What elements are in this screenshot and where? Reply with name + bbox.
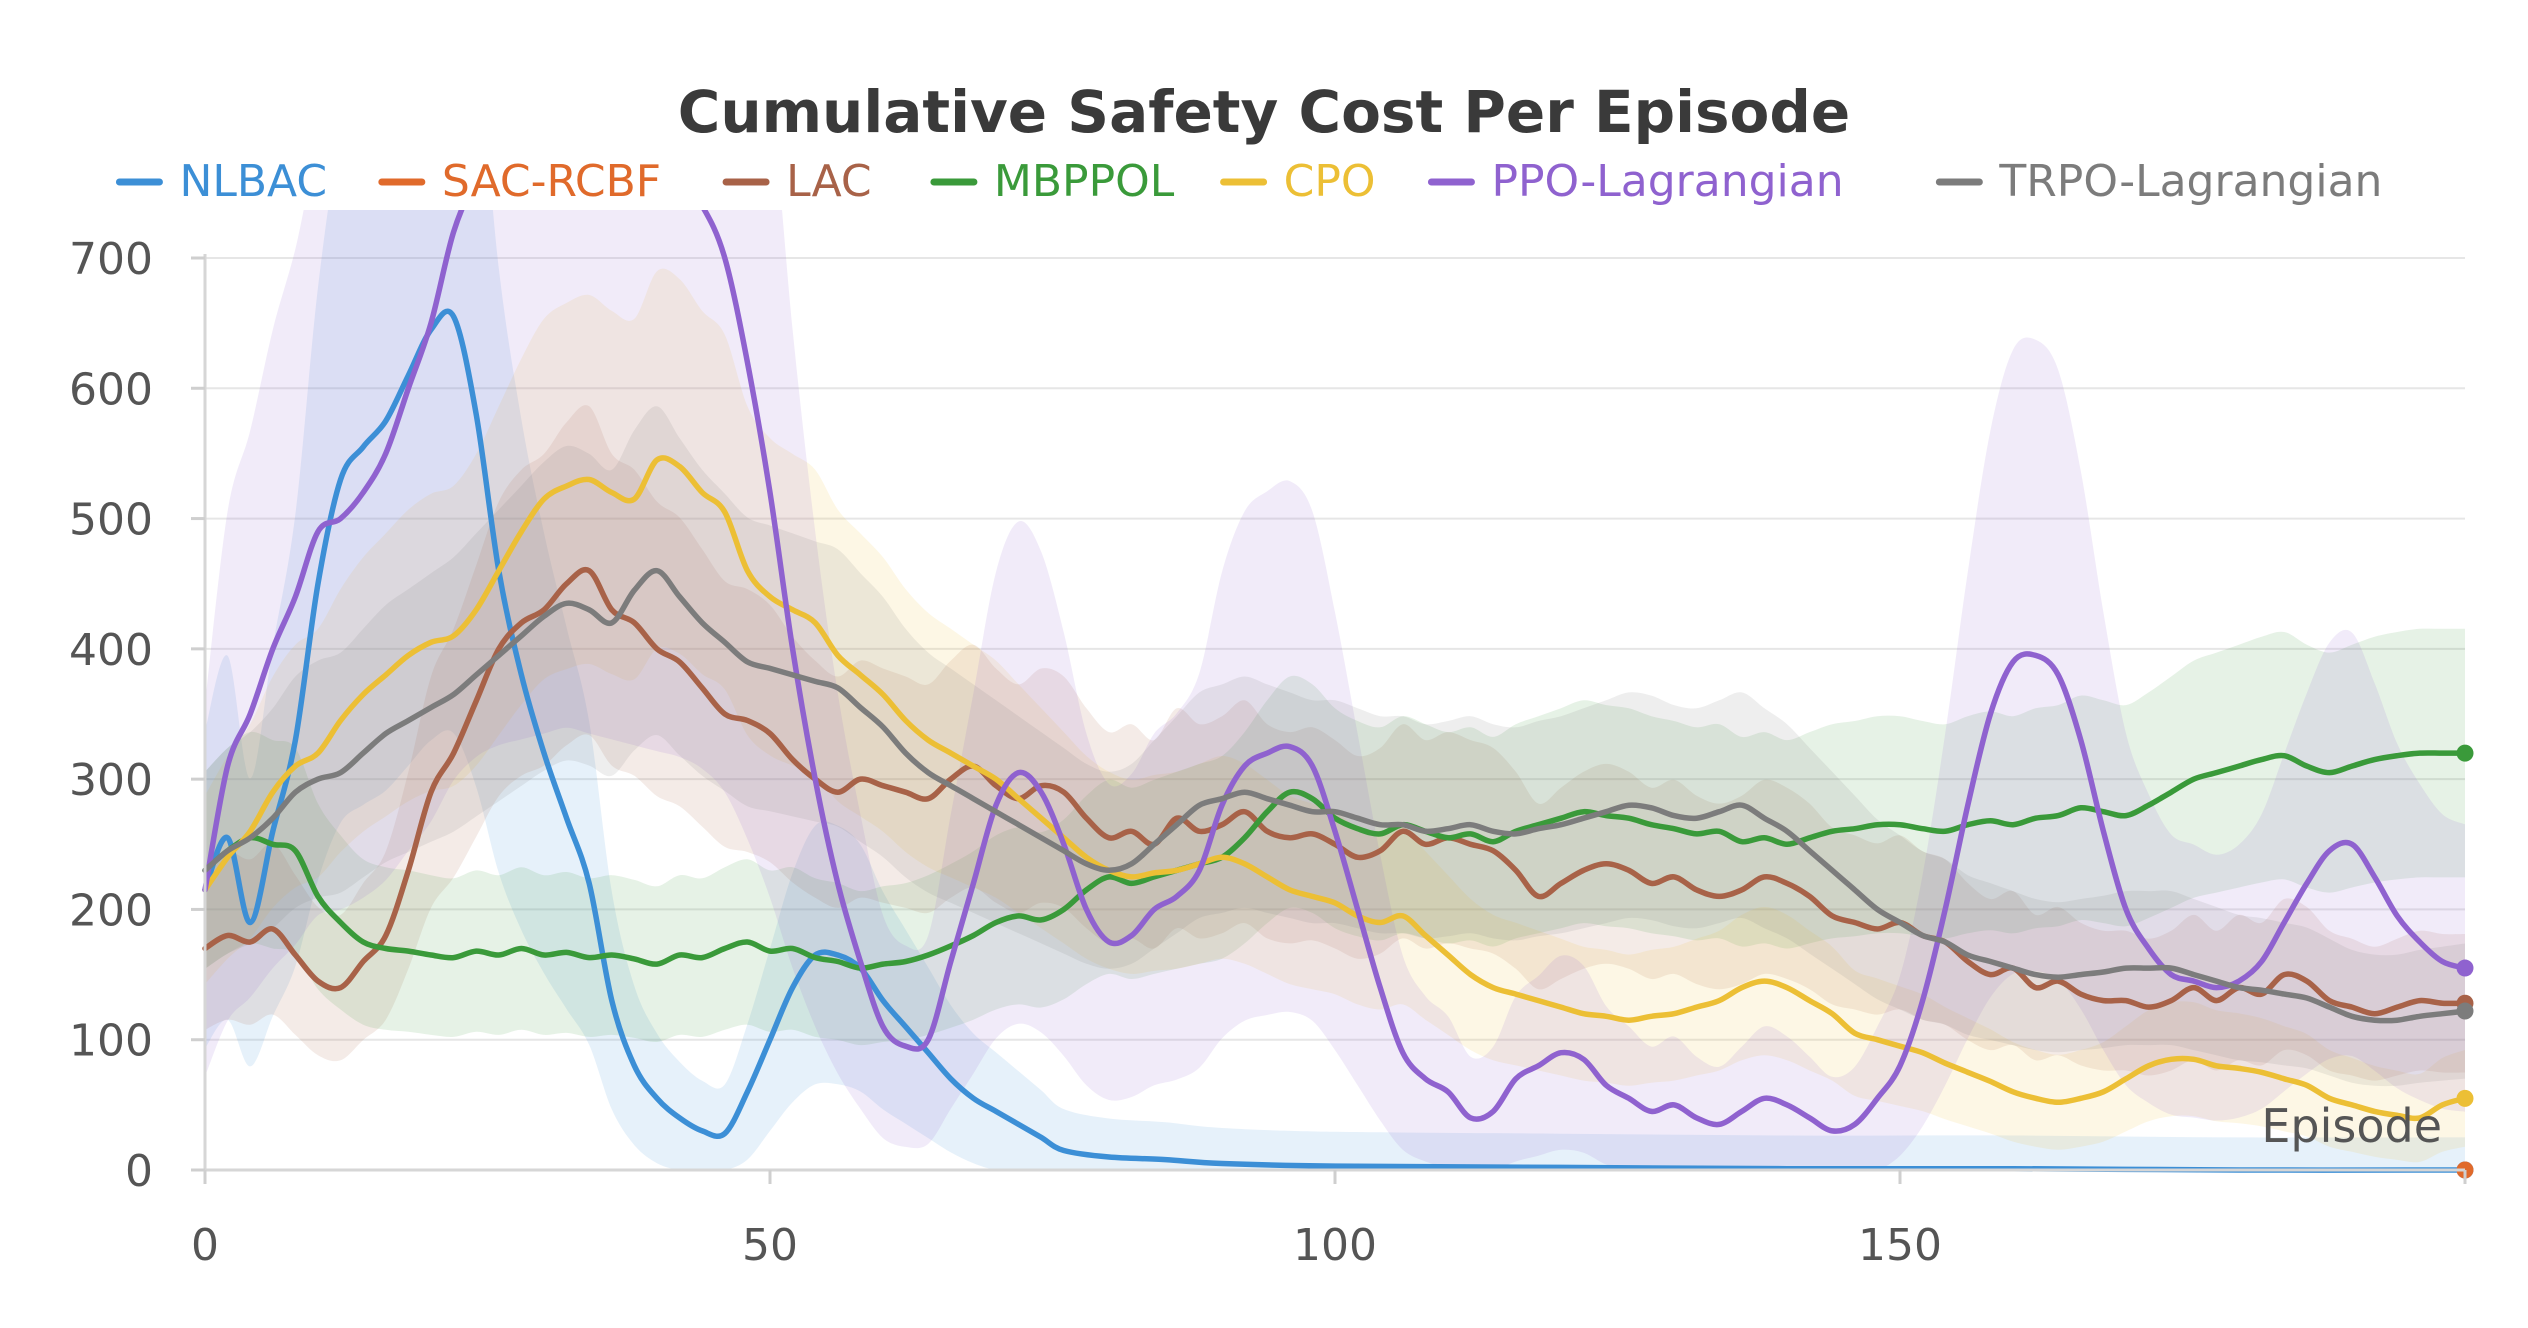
legend-label: PPO-Lagrangian [1491, 156, 1843, 207]
endpoint-ppo-lagrangian [2456, 959, 2474, 977]
legend-label: TRPO-Lagrangian [1998, 156, 2382, 207]
band-ppo-lagrangian [205, 210, 2465, 1172]
x-tick-label: 150 [1858, 1220, 1942, 1271]
endpoint-cpo [2456, 1089, 2474, 1107]
x-tick-label: 50 [742, 1220, 798, 1271]
legend-label: MBPPOL [994, 156, 1175, 207]
y-tick-label: 0 [125, 1146, 153, 1197]
y-tick-label: 200 [69, 885, 153, 936]
line-ppo-lagrangian [202, 210, 2468, 1134]
x-axis-label: Episode [2261, 1099, 2442, 1153]
endpoint-mbppol [2456, 744, 2474, 762]
legend-label: NLBAC [179, 156, 327, 207]
line-mbppol [202, 750, 2468, 971]
chart-title: Cumulative Safety Cost Per Episode [678, 78, 1851, 146]
band-trpo-lagrangian [205, 406, 2465, 1087]
legend-item-mbppol[interactable]: MBPPOL [930, 156, 1175, 207]
grid [205, 257, 2465, 1171]
legend-item-nlbac[interactable]: NLBAC [115, 156, 327, 207]
y-tick-label: 500 [69, 495, 153, 546]
band-lac [205, 405, 2465, 1081]
legend-label: CPO [1284, 156, 1376, 207]
legend-item-sac-rcbf[interactable]: SAC-RCBF [378, 156, 661, 207]
legend-item-trpo-lagrangian[interactable]: TRPO-Lagrangian [1935, 156, 2382, 207]
line-lac [202, 566, 2468, 1017]
legend: NLBAC SAC-RCBF LAC MBPPOL CPO PPO-Lagrangian T… [115, 156, 2382, 207]
y-tick-label: 100 [69, 1016, 153, 1067]
x-tick-label: 0 [191, 1220, 219, 1271]
x-tick-label: 100 [1293, 1220, 1377, 1271]
endpoint-trpo-lagrangian [2456, 1002, 2474, 1020]
y-tick-label: 400 [69, 625, 153, 676]
y-tick-label: 600 [69, 364, 153, 415]
y-tick-label: 700 [69, 234, 153, 285]
axes: 0 100 200 300 400 500 600 700 0 50 100 150 [69, 234, 2467, 1271]
legend-item-lac[interactable]: LAC [722, 156, 872, 207]
series-lines [202, 210, 2468, 1173]
line-trpo-lagrangian [202, 567, 2468, 1024]
line-nlbac [202, 308, 2468, 1173]
y-tick-label: 300 [69, 755, 153, 806]
line-cpo [202, 455, 2468, 1122]
legend-item-ppo-lagrangian[interactable]: PPO-Lagrangian [1427, 156, 1844, 207]
band-nlbac [205, 210, 2465, 1171]
legend-label: LAC [786, 156, 872, 207]
legend-label: SAC-RCBF [442, 156, 661, 207]
legend-item-cpo[interactable]: CPO [1220, 156, 1376, 207]
